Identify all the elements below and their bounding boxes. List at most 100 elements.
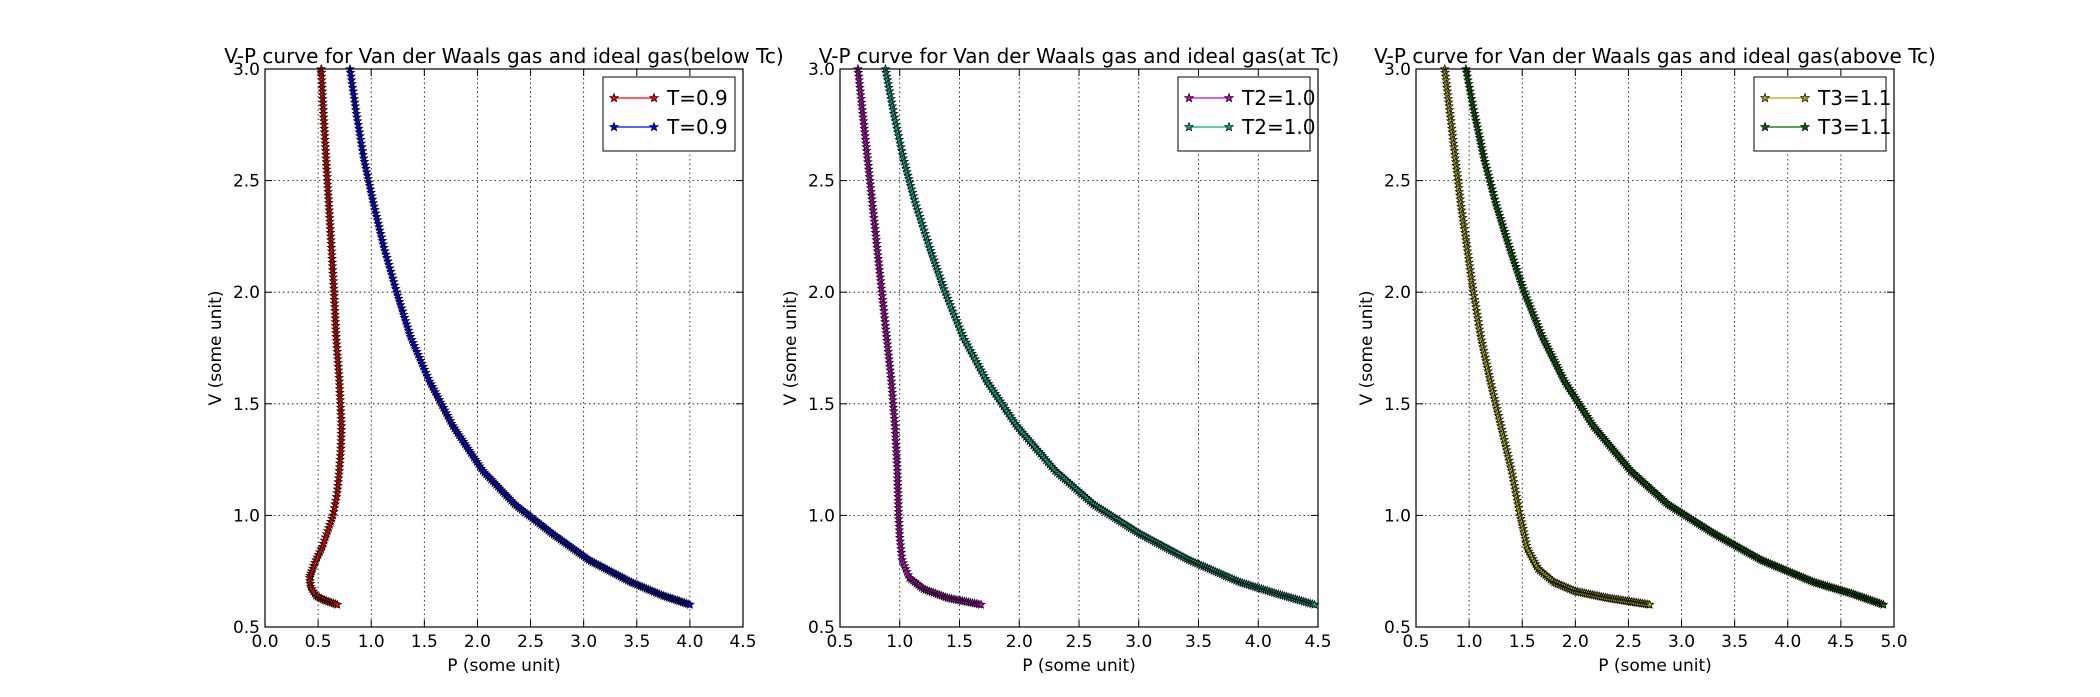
x-tick-label: 0.5 [826,632,853,652]
x-axis-label: P (some unit) [1022,656,1136,676]
series-1 [1439,63,1655,609]
grid [840,69,1318,627]
x-tick-label: 2.5 [1065,632,1092,652]
x-tick-label: 2.0 [1562,632,1589,652]
legend: T=0.9 T=0.9 [602,76,736,152]
chart-title: V-P curve for Van der Waals gas and idea… [1374,44,1936,68]
y-tick-label: 0.5 [1384,618,1411,638]
legend-label: T2=1.0 [1241,115,1316,139]
x-tick-label: 0.5 [305,632,332,652]
x-tick-label: 2.0 [464,632,491,652]
legend-label: T2=1.0 [1241,86,1316,110]
chart-1: 0.0 0.5 1.0 1.5 2.0 2.5 3.0 3.5 4.0 4.50.51.01.52… [206,44,784,676]
data-point [976,599,986,609]
x-tick-label: 1.5 [946,632,973,652]
y-tick-label: 1.0 [233,506,260,526]
series-1 [304,63,347,609]
x-tick-label: 2.5 [1615,632,1642,652]
legend: T2=1.0 T2=1.0 [1177,76,1316,152]
x-tick-label: 5.0 [1880,632,1907,652]
data-point [1878,599,1889,609]
data-point [332,599,343,609]
legend-box [602,76,736,152]
legend-label: T3=1.1 [1817,115,1892,139]
legend-marker [1799,121,1811,132]
y-tick-label: 3.0 [1384,60,1411,80]
legend-marker [1183,92,1195,103]
y-axis-label: V (some unit) [206,291,226,406]
legend-box [1753,76,1887,152]
x-axis-label: P (some unit) [1598,656,1712,676]
x-tick-label: 4.5 [1827,632,1854,652]
y-tick-label: 1.5 [1384,395,1411,415]
legend-marker [1759,92,1771,103]
grid [265,69,743,627]
x-tick-label: 4.0 [1774,632,1801,652]
y-tick-label: 0.5 [808,618,835,638]
legend-label: T=0.9 [666,115,728,139]
x-tick-label: 1.0 [1456,632,1483,652]
x-tick-label: 3.5 [623,632,650,652]
chart-title: V-P curve for Van der Waals gas and idea… [224,44,783,68]
series-2 [345,63,695,609]
series-2 [880,63,1320,609]
y-tick-label: 2.0 [233,283,260,303]
x-tick-label: 3.5 [1721,632,1748,652]
plot-frame [264,68,744,628]
x-tick-label: 1.5 [411,632,438,652]
x-axis-label: P (some unit) [447,656,561,676]
legend-marker [648,92,660,103]
y-tick-label: 1.5 [808,395,835,415]
legend-label: T=0.9 [666,86,728,110]
x-tick-label: 2.5 [517,632,544,652]
y-tick-label: 2.5 [233,172,260,192]
legend-marker [1759,121,1771,132]
series-1 [853,63,986,609]
x-tick-label: 2.0 [1006,632,1033,652]
x-tick-label: 1.5 [1509,632,1536,652]
legend-marker [1223,92,1235,103]
y-tick-label: 3.0 [233,60,260,80]
x-tick-label: 4.5 [1304,632,1331,652]
y-tick-label: 1.5 [233,395,260,415]
x-tick-label: 1.0 [358,632,385,652]
legend-marker [608,92,620,103]
x-tick-label: 3.0 [1125,632,1152,652]
x-tick-label: 0.0 [251,632,278,652]
y-tick-label: 1.0 [1384,506,1411,526]
x-tick-label: 1.0 [886,632,913,652]
y-tick-label: 1.0 [808,506,835,526]
series-2 [1461,63,1889,609]
chart-title: V-P curve for Van der Waals gas and idea… [819,44,1339,68]
chart-3: 0.5 1.0 1.5 2.0 2.5 3.0 3.5 4.0 4.5 5.0 0.5 1.0 1.5 2… [1357,44,1936,676]
y-tick-label: 2.0 [808,283,835,303]
legend-marker [1799,92,1811,103]
x-tick-label: 4.0 [1245,632,1272,652]
y-tick-label: 0.5 [233,618,260,638]
x-tick-label: 4.0 [676,632,703,652]
legend-marker [1183,121,1195,132]
data-point [684,599,695,609]
y-tick-label: 3.0 [808,60,835,80]
legend-label: T3=1.1 [1817,86,1892,110]
x-tick-label: 3.5 [1185,632,1212,652]
y-tick-label: 2.0 [1384,283,1411,303]
y-tick-label: 2.5 [808,172,835,192]
x-tick-label: 3.0 [570,632,597,652]
legend-box [1177,76,1311,152]
chart-2: 0.5 1.0 1.5 2.0 2.5 3.0 3.5 4.0 4.5 0.5 1.0 1.5 2.0 2… [781,44,1339,676]
legend-marker [648,121,660,132]
y-axis-label: V (some unit) [1357,291,1377,406]
y-axis-label: V (some unit) [781,291,801,406]
grid [1416,69,1894,627]
legend: T3=1.1 T3=1.1 [1753,76,1892,152]
x-tick-label: 4.5 [729,632,756,652]
x-tick-label: 0.5 [1402,632,1429,652]
plot-frame [1415,68,1895,628]
legend-marker [608,121,620,132]
y-tick-label: 2.5 [1384,172,1411,192]
x-tick-label: 3.0 [1668,632,1695,652]
data-point [1644,599,1655,609]
legend-marker [1223,121,1235,132]
